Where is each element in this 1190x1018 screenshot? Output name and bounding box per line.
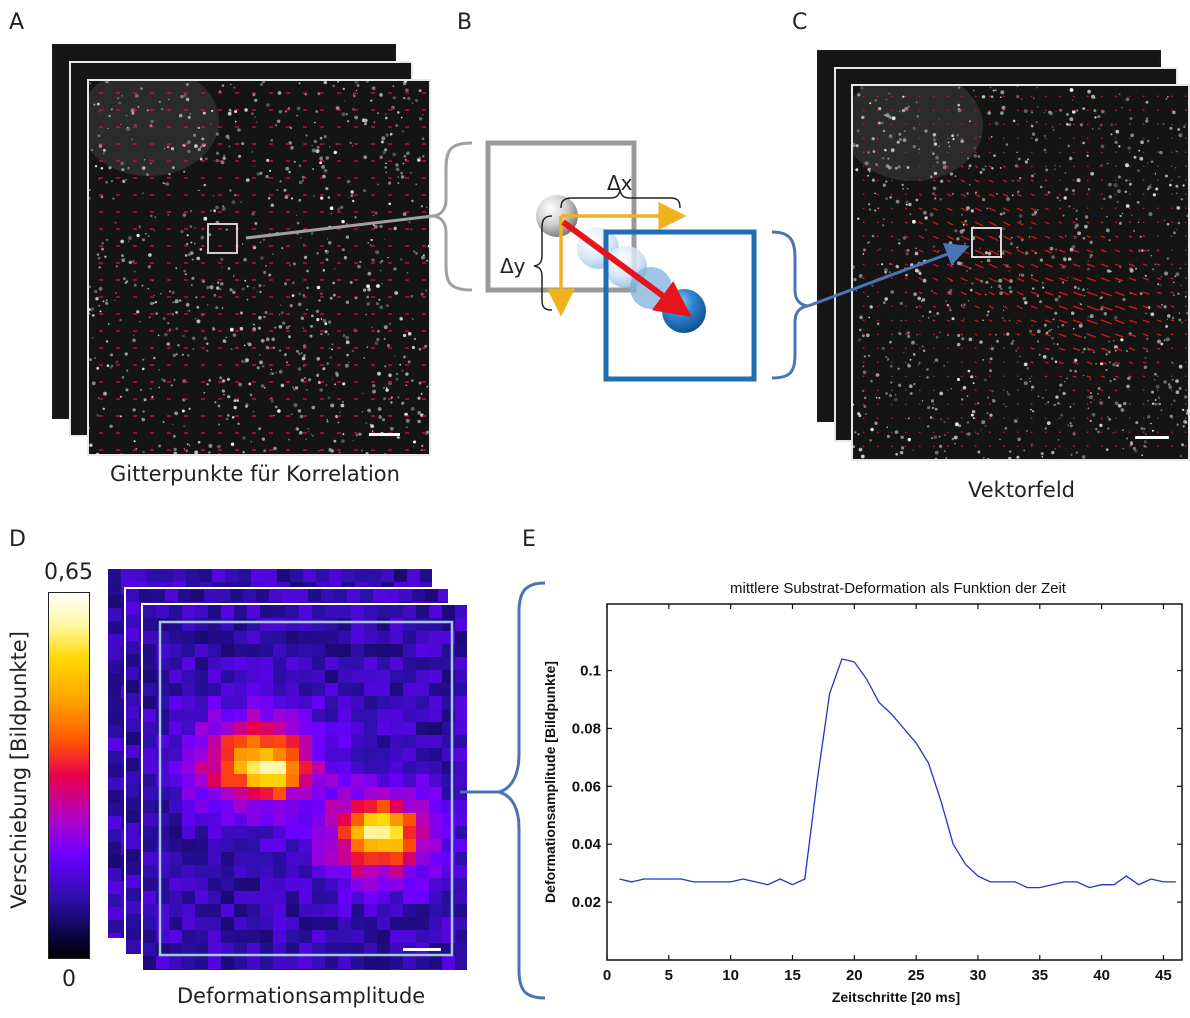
x-tick-label: 40	[1093, 967, 1110, 984]
caption-d: Deformationsamplitude	[177, 984, 425, 1008]
y-tick-label: 0.02	[572, 894, 601, 911]
y-tick-label: 0.08	[572, 720, 601, 737]
series-line	[619, 659, 1175, 888]
y-tick-label: 0.04	[572, 836, 602, 853]
colorbar	[48, 592, 90, 959]
panel-label-d: D	[9, 527, 26, 552]
panel-label-e: E	[522, 527, 536, 552]
y-axis-label: Deformationsamplitude [Bildpunkte]	[542, 661, 558, 903]
connector-line-c	[808, 248, 964, 306]
colorbar-max-label: 0,65	[44, 560, 93, 585]
x-tick-label: 25	[908, 967, 925, 984]
deformation-chart: mittlere Substrat-Deformation als Funkti…	[540, 572, 1160, 1002]
roi-box-c	[972, 228, 1001, 257]
dx-label: Δx	[607, 171, 633, 195]
x-tick-label: 20	[846, 967, 863, 984]
brace-gray	[432, 143, 472, 290]
displacement-arrow	[563, 222, 678, 307]
x-tick-label: 0	[603, 967, 611, 984]
roi-box-a	[208, 224, 237, 253]
chart-title: mittlere Substrat-Deformation als Funkti…	[730, 580, 1067, 597]
plot-frame	[607, 604, 1182, 960]
dy-label: Δy	[500, 254, 526, 278]
y-tick-label: 0.06	[572, 778, 601, 795]
colorbar-min-label: 0	[62, 967, 76, 992]
x-tick-label: 45	[1155, 967, 1172, 984]
x-axis-label: Zeitschritte [20 ms]	[832, 989, 960, 1005]
y-tick-label: 0.1	[580, 663, 601, 680]
connector-line-a	[246, 216, 433, 238]
x-tick-label: 10	[722, 967, 739, 984]
x-tick-label: 30	[970, 967, 987, 984]
x-tick-label: 15	[784, 967, 801, 984]
panel-b-diagram: Δx Δy	[0, 0, 1190, 520]
colorbar-axis-label: Verschiebung [Bildpunkte]	[7, 631, 31, 909]
brace-blue	[772, 232, 808, 378]
heatmap-front	[141, 603, 469, 972]
x-tick-label: 5	[665, 967, 673, 984]
sphere-end	[662, 289, 706, 333]
x-tick-label: 35	[1031, 967, 1048, 984]
